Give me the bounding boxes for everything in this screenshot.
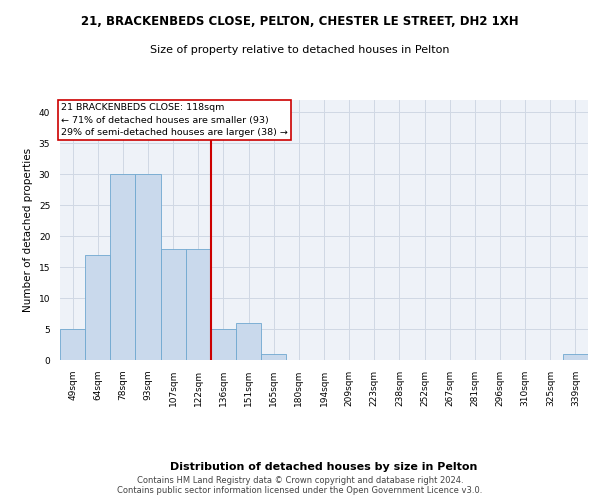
Bar	[136, 174, 161, 360]
Bar	[261, 354, 286, 360]
Bar	[563, 354, 588, 360]
Y-axis label: Number of detached properties: Number of detached properties	[23, 148, 33, 312]
Bar	[161, 248, 186, 360]
Bar	[236, 323, 261, 360]
Text: Size of property relative to detached houses in Pelton: Size of property relative to detached ho…	[150, 45, 450, 55]
Bar	[186, 248, 211, 360]
Bar	[60, 329, 85, 360]
Text: 21 BRACKENBEDS CLOSE: 118sqm
← 71% of detached houses are smaller (93)
29% of se: 21 BRACKENBEDS CLOSE: 118sqm ← 71% of de…	[61, 103, 288, 137]
Bar	[211, 329, 236, 360]
Bar	[85, 255, 110, 360]
Bar	[110, 174, 136, 360]
Text: 21, BRACKENBEDS CLOSE, PELTON, CHESTER LE STREET, DH2 1XH: 21, BRACKENBEDS CLOSE, PELTON, CHESTER L…	[81, 15, 519, 28]
X-axis label: Distribution of detached houses by size in Pelton: Distribution of detached houses by size …	[170, 462, 478, 471]
Text: Contains HM Land Registry data © Crown copyright and database right 2024.
Contai: Contains HM Land Registry data © Crown c…	[118, 476, 482, 495]
